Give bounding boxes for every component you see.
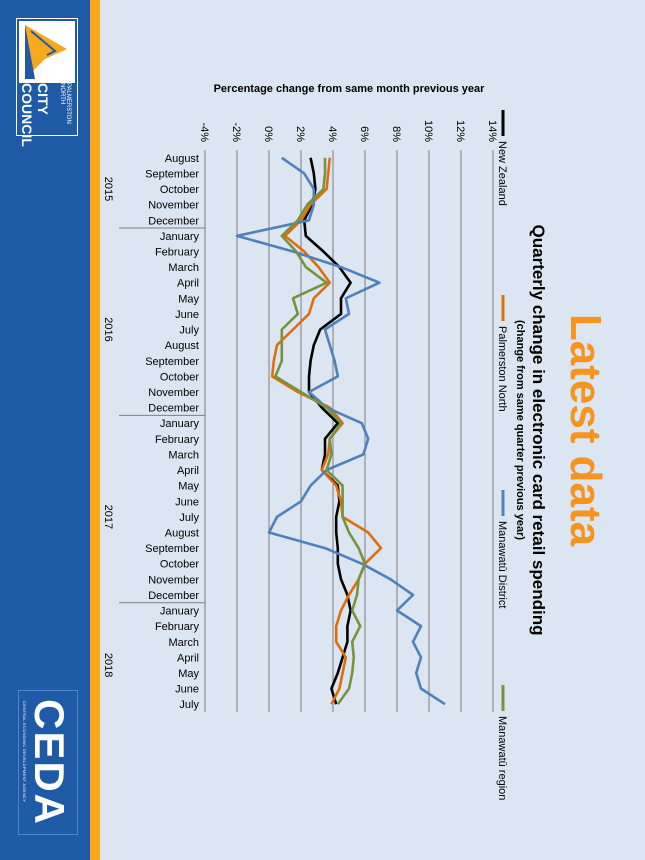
- legend-label: Manawatū District: [496, 521, 508, 608]
- x-tick-label: June: [175, 309, 199, 321]
- x-tick-label: April: [177, 652, 199, 664]
- x-tick-label: December: [148, 403, 199, 415]
- footer-accent-bar: [90, 0, 100, 860]
- year-label: 2016: [102, 317, 114, 341]
- y-axis-label: Percentage change from same month previo…: [214, 83, 486, 95]
- x-tick-label: February: [155, 434, 200, 446]
- x-tick-label: January: [160, 418, 200, 430]
- x-tick-label: March: [168, 449, 199, 461]
- year-label: 2018: [102, 653, 114, 677]
- x-tick-label: July: [179, 699, 199, 711]
- y-tick-label: 0%: [262, 126, 274, 142]
- series-line-manawat-district: [235, 156, 446, 706]
- y-tick-label: 10%: [422, 120, 434, 142]
- legend-label: Palmerston North: [496, 326, 508, 412]
- year-label: 2017: [102, 505, 114, 529]
- y-tick-label: -2%: [230, 122, 242, 142]
- x-tick-label: September: [145, 168, 199, 180]
- x-tick-label: December: [148, 215, 199, 227]
- x-tick-label: April: [177, 465, 199, 477]
- x-tick-label: April: [177, 278, 199, 290]
- ceda-wordmark: CEDA: [26, 699, 73, 827]
- year-label: 2015: [102, 177, 114, 201]
- pncc-line1: PALMERSTON NORTH: [59, 83, 71, 124]
- y-tick-label: 4%: [326, 126, 338, 142]
- legend-label: New Zealand: [496, 141, 508, 206]
- ceda-logo: CEDA CENTRAL ECONOMIC DEVELOPMENT AGENCY: [18, 690, 78, 835]
- pncc-logo: PALMERSTON NORTH CITY COUNCIL: [16, 18, 78, 147]
- x-tick-label: August: [165, 153, 199, 165]
- series-line-new-zealand: [302, 157, 352, 705]
- x-tick-label: July: [179, 512, 199, 524]
- chart-title: Quarterly change in electronic card reta…: [529, 225, 548, 636]
- x-tick-label: September: [145, 543, 199, 555]
- x-tick-label: October: [160, 371, 199, 383]
- x-tick-label: November: [148, 200, 199, 212]
- y-tick-label: 8%: [390, 126, 402, 142]
- x-tick-label: October: [160, 184, 199, 196]
- x-tick-label: October: [160, 559, 199, 571]
- x-tick-label: November: [148, 387, 199, 399]
- chart-series: [235, 156, 446, 706]
- x-tick-label: December: [148, 590, 199, 602]
- x-tick-label: May: [178, 293, 199, 305]
- x-axis: August September October November December Ja…: [102, 150, 206, 712]
- x-tick-label: May: [178, 481, 199, 493]
- pncc-line2: CITY COUNCIL: [19, 83, 51, 147]
- x-tick-label: March: [168, 262, 199, 274]
- x-tick-label: March: [168, 637, 199, 649]
- ceda-tagline: CENTRAL ECONOMIC DEVELOPMENT AGENCY: [22, 701, 27, 803]
- y-tick-label: 12%: [454, 120, 466, 142]
- y-tick-label: 6%: [358, 126, 370, 142]
- y-tick-label: 14%: [486, 120, 498, 142]
- x-tick-label: June: [175, 684, 199, 696]
- chart-subtitle: (change from same quarter previous year): [514, 320, 526, 540]
- legend-label: Manawatū region: [496, 716, 508, 800]
- y-axis-ticks: -4% -2% 0% 2% 4% 6% 8% 10% 12% 14%: [198, 120, 498, 142]
- chart-legend: New Zealand Palmerston North Manawatū Dist…: [496, 110, 508, 800]
- series-line-manawat-region: [274, 157, 367, 705]
- x-tick-label: February: [155, 246, 200, 258]
- x-tick-label: January: [160, 606, 200, 618]
- x-tick-label: November: [148, 574, 199, 586]
- x-tick-label: August: [165, 527, 199, 539]
- x-tick-label: July: [179, 325, 199, 337]
- y-tick-label: 2%: [294, 126, 306, 142]
- x-tick-label: September: [145, 356, 199, 368]
- x-tick-label: May: [178, 668, 199, 680]
- x-tick-label: January: [160, 231, 200, 243]
- x-tick-label: February: [155, 621, 200, 633]
- y-tick-label: -4%: [198, 122, 210, 142]
- x-tick-label: August: [165, 340, 199, 352]
- pncc-emblem-icon: [19, 21, 75, 83]
- x-tick-label: June: [175, 496, 199, 508]
